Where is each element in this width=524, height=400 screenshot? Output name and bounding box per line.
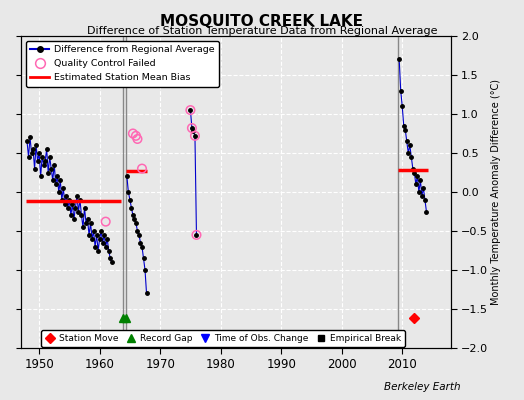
Legend: Station Move, Record Gap, Time of Obs. Change, Empirical Break: Station Move, Record Gap, Time of Obs. C…	[41, 330, 405, 347]
Text: Berkeley Earth: Berkeley Earth	[385, 382, 461, 392]
Point	[188, 125, 196, 131]
Text: MOSQUITO CREEK LAKE: MOSQUITO CREEK LAKE	[160, 14, 364, 29]
Y-axis label: Monthly Temperature Anomaly Difference (°C): Monthly Temperature Anomaly Difference (…	[491, 79, 501, 305]
Point	[192, 232, 201, 238]
Point	[133, 136, 141, 142]
Point	[186, 107, 194, 113]
Point	[102, 218, 110, 225]
Point	[129, 130, 137, 137]
Point	[191, 133, 199, 139]
Point	[138, 166, 146, 172]
Point	[132, 133, 140, 139]
Text: Difference of Station Temperature Data from Regional Average: Difference of Station Temperature Data f…	[87, 26, 437, 36]
